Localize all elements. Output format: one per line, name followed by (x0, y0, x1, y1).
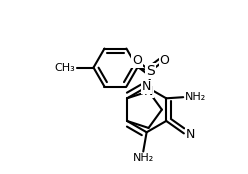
Text: NH₂: NH₂ (133, 153, 154, 163)
Text: N: N (142, 81, 151, 93)
Text: NH₂: NH₂ (185, 92, 206, 102)
Text: N: N (144, 85, 153, 98)
Text: O: O (159, 54, 169, 67)
Text: CH₃: CH₃ (55, 63, 76, 73)
Text: N: N (186, 128, 195, 141)
Text: O: O (132, 54, 142, 67)
Text: S: S (146, 64, 155, 78)
